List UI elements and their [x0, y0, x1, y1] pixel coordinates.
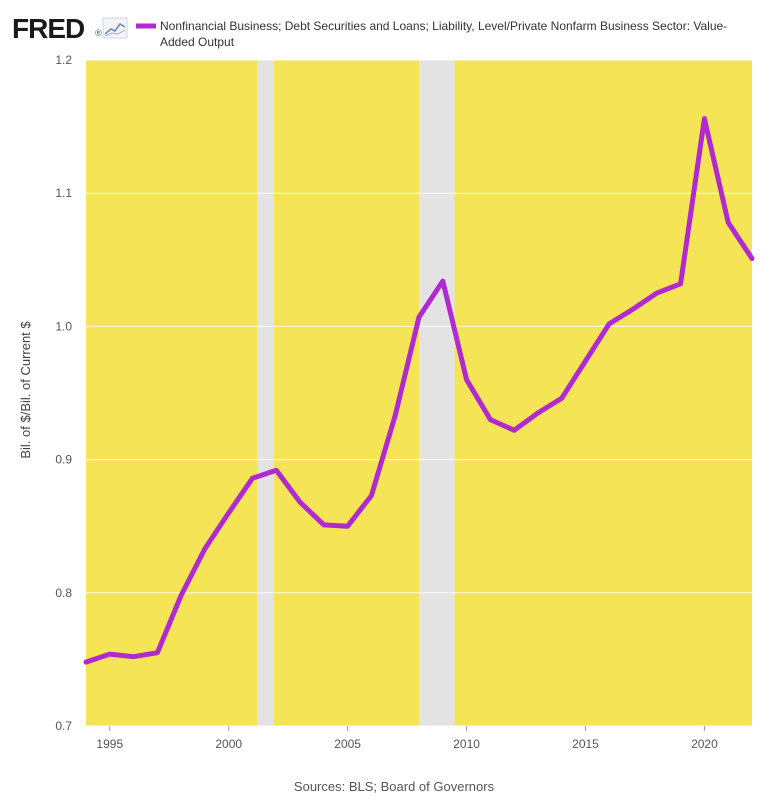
x-tick-label: 2000 — [215, 737, 242, 751]
y-tick-label: 0.9 — [55, 453, 72, 467]
x-tick-label: 2015 — [572, 737, 599, 751]
series-line — [83, 116, 755, 665]
recession-band — [419, 60, 455, 726]
recession-band — [257, 60, 274, 726]
y-tick-label: 1.0 — [55, 319, 72, 333]
x-tick-label: 1995 — [96, 737, 123, 751]
gridlines — [86, 59, 752, 727]
x-tick-label: 2005 — [334, 737, 361, 751]
fred-logo-text: FRED — [12, 13, 85, 44]
y-tick-label: 0.8 — [55, 586, 72, 600]
fred-logo: FRED ® — [12, 13, 128, 44]
x-tick-label: 2010 — [453, 737, 480, 751]
x-axis-ticks: 1995 2000 2005 2010 2015 2020 — [96, 726, 718, 751]
legend-label-line2: Added Output — [160, 35, 235, 49]
legend: Nonfinancial Business; Debt Securities a… — [136, 19, 727, 49]
y-tick-label: 1.1 — [55, 186, 72, 200]
y-tick-label: 0.7 — [55, 719, 72, 733]
series-lines — [83, 116, 755, 665]
recession-shading — [257, 60, 455, 726]
y-axis-ticks: 0.7 0.8 0.9 1.0 1.1 1.2 — [55, 53, 72, 733]
sparkline-icon — [102, 17, 128, 39]
x-tick-label: 2020 — [691, 737, 718, 751]
source-note: Sources: BLS; Board of Governors — [294, 779, 495, 794]
registered-mark: ® — [95, 28, 102, 38]
y-tick-label: 1.2 — [55, 53, 72, 67]
legend-label-line1: Nonfinancial Business; Debt Securities a… — [160, 19, 727, 33]
y-axis-label: Bil. of $/Bil. of Current $ — [18, 321, 33, 459]
